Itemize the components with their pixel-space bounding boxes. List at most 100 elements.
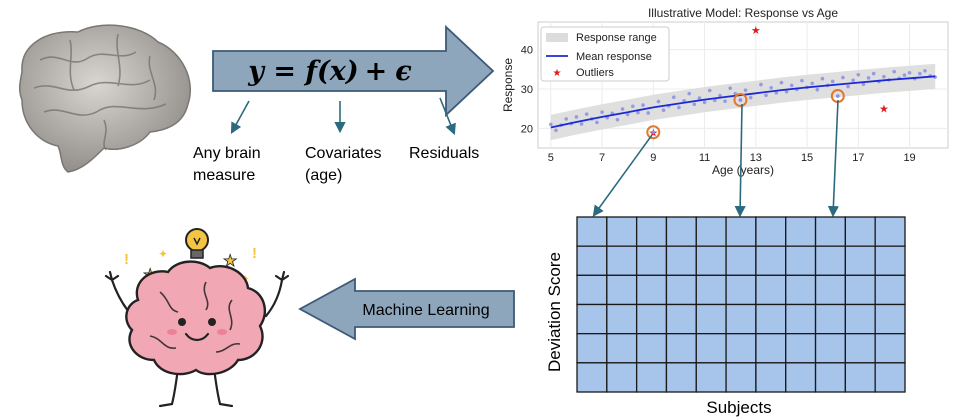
- highlight-ring: [646, 125, 661, 140]
- highlight-point: [836, 94, 840, 98]
- data-point: [625, 112, 630, 117]
- grid-cell: [576, 245, 608, 276]
- data-point: [682, 98, 686, 103]
- data-point: [774, 91, 779, 95]
- machine-learning-arrow: Machine Learning: [298, 277, 515, 341]
- highlight-point: [651, 130, 656, 135]
- grid-cell: [665, 362, 697, 393]
- x-tick-label: 19: [903, 152, 915, 164]
- grid-cell: [695, 216, 727, 247]
- data-point: [892, 69, 896, 74]
- data-point: [692, 102, 697, 107]
- data-point: [815, 87, 820, 92]
- y-tick-label: 30: [521, 84, 533, 96]
- data-point: [723, 99, 727, 103]
- grid-cell: [874, 362, 906, 393]
- brain-measure-label: Any brain measure: [193, 145, 265, 184]
- grid-cell: [695, 245, 727, 276]
- grid-cell: [785, 362, 817, 393]
- x-tick-label: 13: [750, 152, 762, 164]
- grid-cell: [635, 274, 668, 306]
- equation-plus: +: [365, 56, 388, 87]
- highlight-ring: [733, 92, 748, 107]
- grid-cell: [844, 362, 876, 393]
- exclamation-icon: !: [252, 245, 257, 262]
- data-point: [636, 110, 640, 115]
- grid-cell: [606, 362, 638, 393]
- grid-cell: [785, 245, 817, 276]
- legend-swatch-range: [546, 33, 568, 42]
- grid-cell: [635, 303, 668, 335]
- grid-cell: [635, 245, 668, 276]
- data-point: [918, 71, 922, 76]
- grid-cell: [785, 303, 817, 335]
- data-point: [595, 120, 599, 125]
- data-point: [718, 93, 722, 98]
- chart-title: Illustrative Model: Response vs Age: [648, 6, 838, 20]
- grid-cell: [665, 216, 697, 247]
- x-tick-labels: 5 7 9 11 13 15 17 19: [548, 152, 916, 164]
- data-point: [907, 70, 912, 75]
- data-point: [800, 78, 804, 83]
- grid-cell: [755, 362, 787, 393]
- grid-cell: [814, 362, 847, 393]
- data-point: [713, 98, 717, 103]
- grid-cell: [695, 333, 727, 364]
- subjects-label: Subjects: [706, 398, 771, 417]
- data-point: [871, 71, 876, 76]
- grid-cell: [665, 274, 697, 306]
- data-point: [851, 78, 855, 83]
- highlight-point: [738, 98, 743, 102]
- data-point: [866, 76, 871, 80]
- x-tick-label: 9: [650, 152, 656, 164]
- data-point: [764, 93, 768, 98]
- grid-cell: [844, 216, 876, 247]
- data-point: [549, 122, 553, 127]
- x-tick-label: 11: [699, 152, 710, 164]
- data-point: [661, 108, 666, 112]
- grid-cell: [814, 333, 847, 364]
- grid-cell: [606, 216, 638, 247]
- data-point: [784, 89, 789, 94]
- sparkle-icon: ✦: [158, 247, 168, 261]
- grid-cell: [844, 333, 876, 364]
- data-point: [656, 99, 661, 104]
- grid-cell: [874, 303, 906, 335]
- equation-f: f: [303, 56, 321, 87]
- data-points: [549, 69, 937, 133]
- data-point: [841, 75, 845, 80]
- data-point: [923, 69, 927, 73]
- eye-right: [208, 318, 216, 326]
- data-point: [830, 79, 835, 84]
- data-point: [769, 85, 773, 90]
- grid-cell: [635, 216, 668, 247]
- grid-cell: [576, 216, 608, 247]
- data-point: [564, 117, 568, 121]
- data-point: [743, 88, 748, 92]
- deviation-score-grid: [576, 216, 906, 393]
- grid-cell: [755, 333, 787, 364]
- data-point: [697, 96, 702, 100]
- lightbulb-icon: [185, 228, 209, 259]
- equation-epsilon: ϵ: [395, 56, 412, 87]
- grid-cell: [755, 216, 787, 247]
- grid-cell: [606, 245, 638, 276]
- grid-cell: [755, 303, 787, 335]
- data-point: [584, 112, 589, 116]
- outlier-star-icon: ★: [751, 25, 761, 37]
- equation-pointers: [230, 97, 456, 136]
- x-tick-label: 17: [852, 152, 864, 164]
- grid-cell: [635, 333, 668, 364]
- outlier-star-icon: ★: [879, 104, 889, 116]
- y-tick-label: 20: [521, 123, 533, 135]
- data-point: [759, 82, 763, 87]
- data-point: [779, 80, 784, 85]
- grid-cell: [665, 245, 697, 276]
- grid-cell: [725, 303, 757, 335]
- data-point: [810, 81, 814, 86]
- data-point: [748, 95, 753, 100]
- grid-cell: [606, 274, 638, 306]
- scatter-chart: ★ ★ ★ 5 7 9 11 13 15 17 19 20 30 40 Illustrative Mo…: [501, 6, 949, 177]
- chart-to-grid-pointers: [592, 99, 839, 218]
